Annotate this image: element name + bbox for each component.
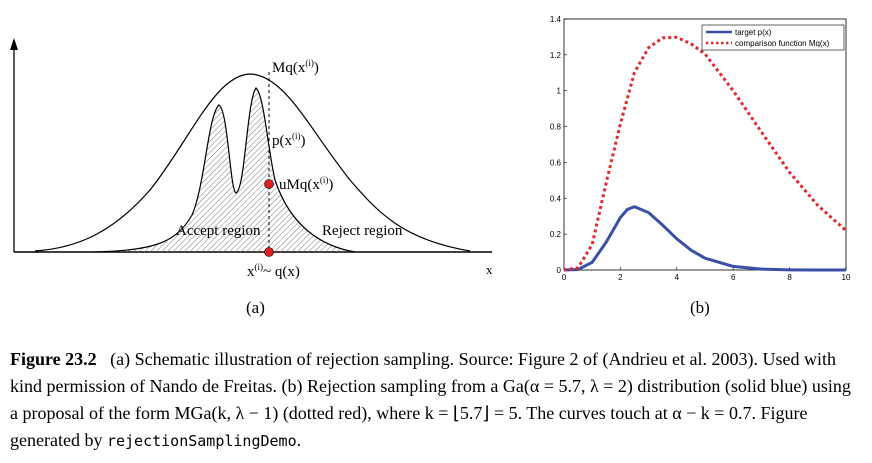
u-mq-label: uMq(x(i)) <box>279 175 333 193</box>
x-sample-label: x(i)~ q(x) <box>247 262 300 280</box>
axis-end-label: x <box>486 262 493 277</box>
x-tick-label: 10 <box>842 273 851 282</box>
y-tick-label: 1 <box>557 87 562 96</box>
legend-target-label: target p(x) <box>735 28 772 37</box>
accept-region-hatch <box>95 88 355 252</box>
accept-region-label: Accept region <box>176 223 261 239</box>
x-tick-label: 8 <box>787 273 792 282</box>
y-tick-label: 0.8 <box>550 123 562 132</box>
x-tick-label: 4 <box>675 273 680 282</box>
caption-text: (a) Schematic illustration of rejection … <box>10 349 851 450</box>
legend-comparison-label: comparison function Mq(x) <box>735 39 830 48</box>
target-curve-p <box>94 87 356 253</box>
gamma-rejection-chart: 0 2 4 6 8 10 0 0.2 0.4 0.6 0.8 1 1.2 1.4 target p(x) … <box>550 15 851 282</box>
plot-frame <box>563 18 847 271</box>
panel-a-label: (a) <box>246 298 265 317</box>
series-target-line <box>563 205 847 272</box>
y-tick-label: 1.2 <box>550 51 562 60</box>
figure-caption: Figure 23.2 (a) Schematic illustration o… <box>10 346 862 455</box>
y-tick-label: 0.6 <box>550 158 562 167</box>
envelope-curve-mq <box>34 73 471 252</box>
rejection-sampling-schematic: Mq(x(i)) p(x(i)) uMq(x(i)) Accept region… <box>10 38 493 280</box>
x-sample-point <box>264 247 274 257</box>
x-tick-label: 6 <box>731 273 736 282</box>
y-tick-label: 1.4 <box>550 15 562 24</box>
legend-box <box>701 24 845 51</box>
vertical-axis-arrow <box>10 38 18 50</box>
legend: target p(x) comparison function Mq(x) <box>701 24 845 51</box>
caption-code: rejectionSamplingDemo <box>106 432 297 450</box>
y-tick-label: 0.4 <box>550 194 562 203</box>
p-label: p(x(i)) <box>272 131 306 149</box>
x-tick-label: 0 <box>562 273 567 282</box>
u-sample-point <box>264 179 274 189</box>
caption-end: . <box>296 430 302 450</box>
mq-label: Mq(x(i)) <box>272 58 319 76</box>
y-tick-label: 0 <box>557 266 562 275</box>
figure-number: Figure 23.2 <box>10 349 97 369</box>
x-tick-label: 2 <box>618 273 623 282</box>
y-tick-label: 0.2 <box>550 230 562 239</box>
panel-b-label: (b) <box>690 298 710 317</box>
reject-region-label: Reject region <box>322 223 403 239</box>
series-comparison-line <box>563 35 847 272</box>
